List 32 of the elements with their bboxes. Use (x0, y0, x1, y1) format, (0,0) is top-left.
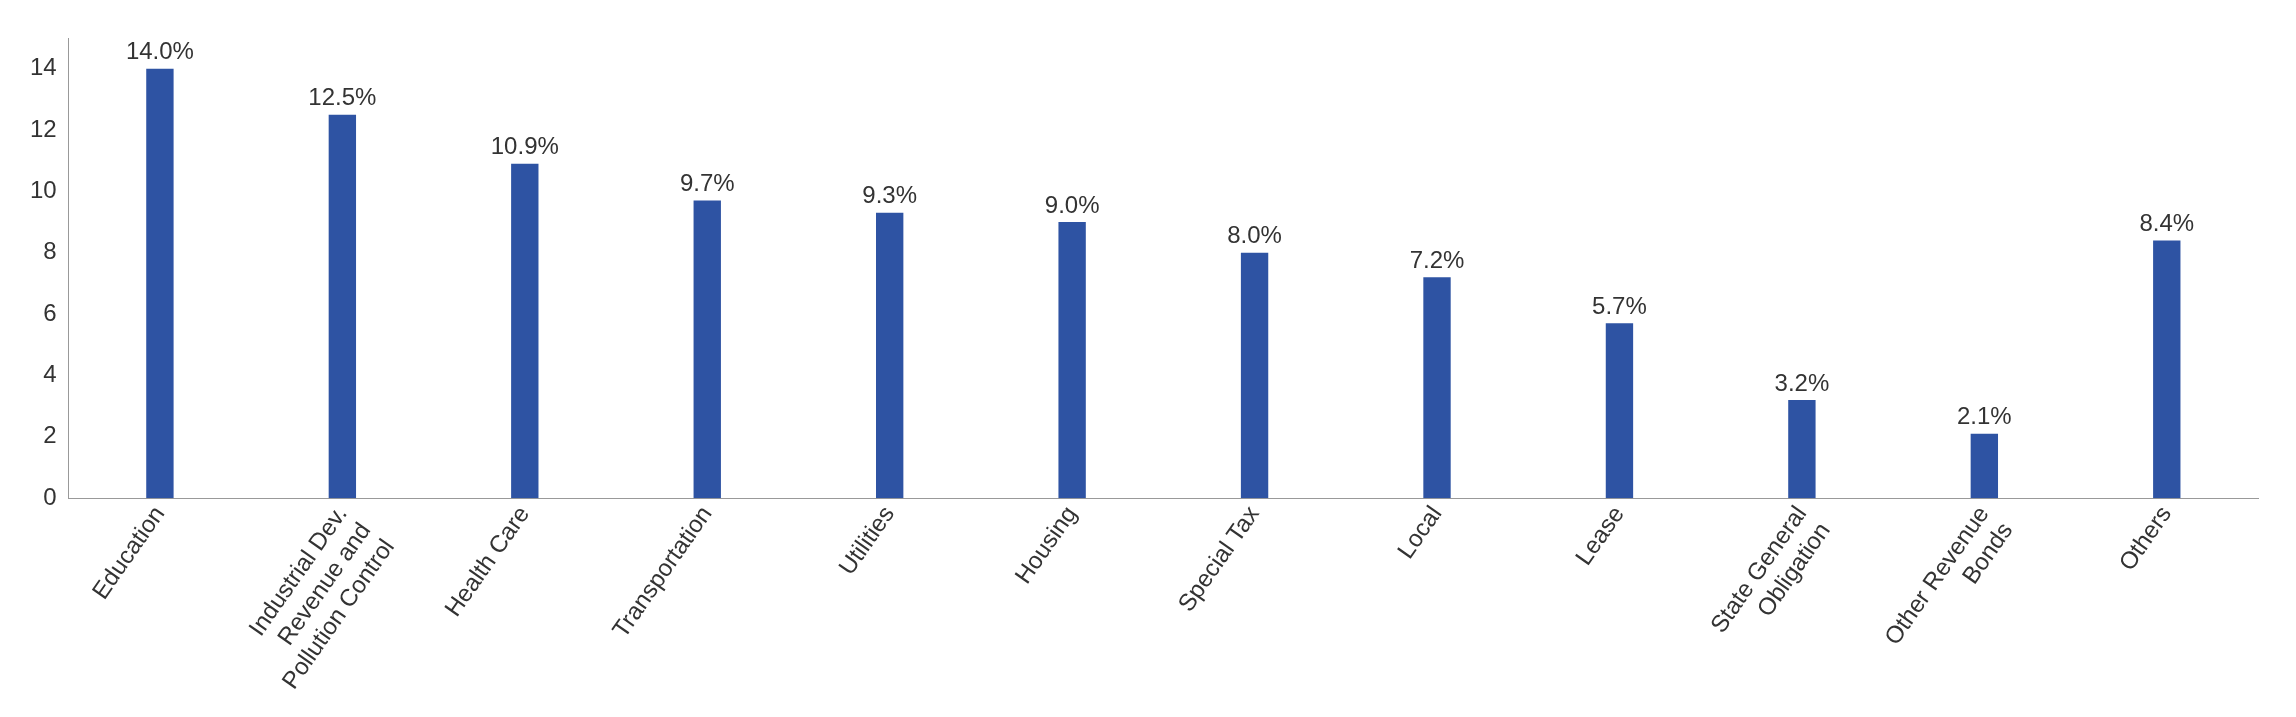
bar (1240, 252, 1269, 499)
y-tick-label: 0 (43, 482, 57, 510)
data-label: 8.4% (2139, 209, 2195, 237)
bar (1423, 277, 1451, 499)
data-label: 3.2% (1774, 368, 1830, 396)
bar (2153, 240, 2181, 499)
data-label: 9.7% (679, 169, 735, 197)
data-label: 14.0% (125, 37, 194, 65)
y-tick-label: 4 (43, 360, 57, 388)
bar (693, 200, 721, 499)
data-label: 12.5% (308, 83, 377, 111)
bar (1788, 400, 1816, 499)
y-tick-label: 12 (29, 114, 57, 142)
y-tick-label: 6 (43, 298, 57, 326)
y-tick-label: 8 (43, 237, 57, 265)
y-tick-label: 14 (29, 53, 57, 81)
bar (1058, 222, 1086, 499)
data-label: 9.0% (1044, 190, 1100, 218)
data-label: 7.2% (1409, 245, 1465, 273)
bar (146, 68, 174, 499)
bar (1605, 323, 1634, 499)
bar (876, 212, 904, 499)
data-label: 2.1% (1956, 402, 2012, 430)
bar (1970, 433, 1999, 499)
data-label: 9.3% (862, 181, 918, 209)
bar (511, 163, 539, 499)
bar (328, 114, 357, 499)
data-label: 5.7% (1592, 291, 1647, 319)
data-label: 8.0% (1227, 221, 1282, 249)
data-label: 10.9% (490, 132, 559, 160)
y-tick-label: 10 (29, 176, 57, 204)
y-tick-label: 2 (43, 421, 57, 449)
